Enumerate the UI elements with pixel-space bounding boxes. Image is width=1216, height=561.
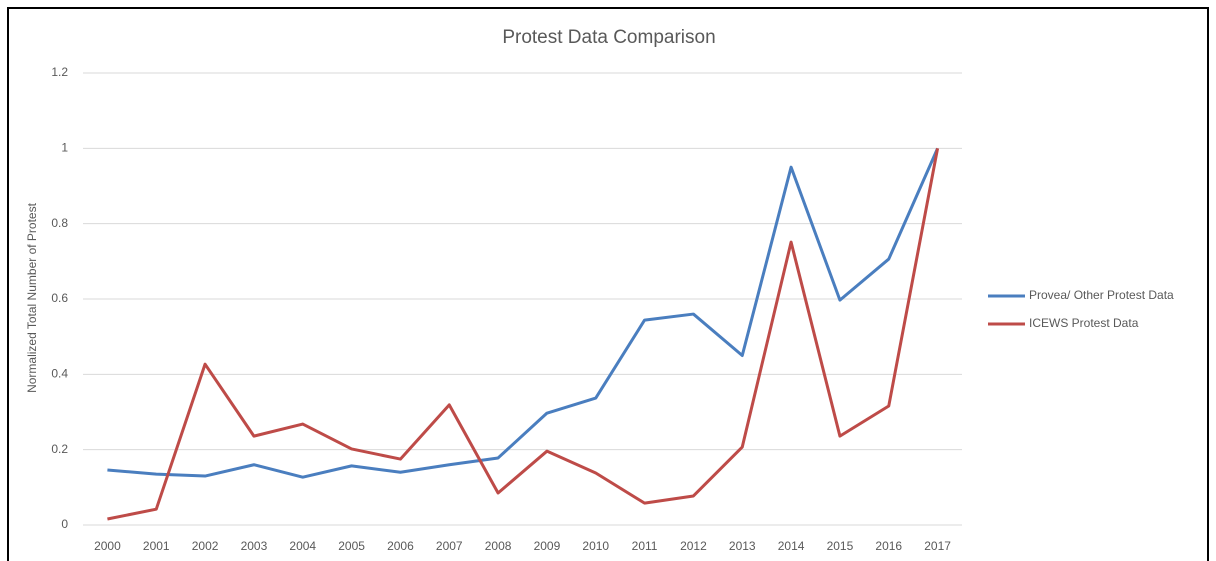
x-tick-label: 2010 xyxy=(582,539,609,553)
x-tick-label: 2015 xyxy=(827,539,854,553)
x-tick-label: 2005 xyxy=(338,539,365,553)
x-tick-label: 2006 xyxy=(387,539,414,553)
y-tick-label: 1.2 xyxy=(51,65,68,79)
y-tick-label: 0 xyxy=(61,517,68,531)
x-tick-label: 2003 xyxy=(241,539,268,553)
y-tick-label: 0.6 xyxy=(51,291,68,305)
x-tick-label: 2011 xyxy=(632,539,658,553)
x-tick-label: 2016 xyxy=(875,539,902,553)
frame xyxy=(7,7,1209,561)
x-tick-label: 2002 xyxy=(192,539,219,553)
x-tick-label: 2007 xyxy=(436,539,463,553)
legend-label: ICEWS Protest Data xyxy=(1029,316,1139,330)
y-tick-label: 0.2 xyxy=(51,442,68,456)
y-tick-label: 0.8 xyxy=(51,216,68,230)
x-tick-label: 2004 xyxy=(289,539,316,553)
y-tick-label: 1 xyxy=(61,141,68,155)
x-tick-label: 2008 xyxy=(485,539,512,553)
x-tick-label: 2014 xyxy=(778,539,805,553)
x-tick-label: 2012 xyxy=(680,539,707,553)
data-line xyxy=(107,147,939,479)
x-tick-label: 2000 xyxy=(94,539,121,553)
data-line xyxy=(107,148,940,521)
x-tick-label: 2017 xyxy=(924,539,951,553)
y-axis-title: Normalized Total Number of Protest xyxy=(25,202,39,393)
x-tick-label: 2001 xyxy=(143,539,170,553)
chart-title: Protest Data Comparison xyxy=(502,27,715,48)
y-tick-label: 0.4 xyxy=(51,367,68,381)
legend-label: Provea/ Other Protest Data xyxy=(1029,288,1174,302)
x-tick-label: 2009 xyxy=(534,539,561,553)
x-tick-label: 2013 xyxy=(729,539,756,553)
